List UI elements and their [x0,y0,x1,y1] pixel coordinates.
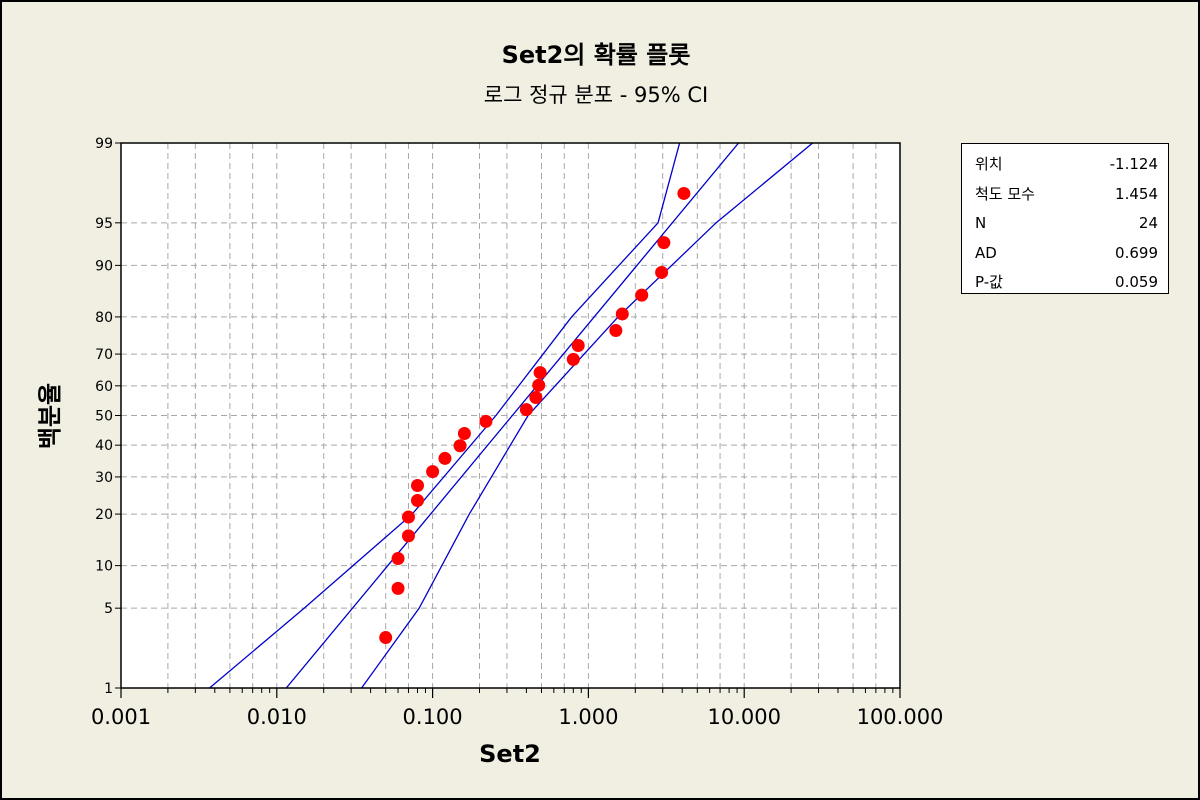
stat-row-location: 위치 -1.124 [975,150,1158,180]
data-point [566,352,580,366]
y-tick-label: 5 [104,601,113,617]
y-tick-label: 30 [95,470,113,486]
x-tick-label: 0.010 [247,705,307,729]
data-point [533,366,547,380]
stat-value: 24 [1138,214,1158,232]
statistics-box: 위치 -1.124 척도 모수 1.454 N 24 AD 0.699 P-값 … [961,143,1169,294]
y-tick-label: 99 [95,136,113,152]
data-point [391,552,405,566]
stat-value: -1.124 [1109,155,1158,173]
data-points [379,186,691,645]
data-point [401,510,415,524]
chart-subtitle: 로그 정규 분포 - 95% CI [484,83,708,107]
y-tick-label: 90 [95,258,113,274]
stat-label: AD [975,243,997,262]
stat-value: 1.454 [1115,184,1158,203]
y-axis-label: 백분율 [36,383,64,449]
data-point [677,186,691,200]
data-point [379,631,393,645]
stat-label: 위치 [975,155,1003,173]
stat-label: 척도 모수 [975,184,1035,203]
data-point [411,479,425,493]
data-point [457,426,471,440]
x-tick-label: 100.000 [857,705,944,729]
data-point [426,465,440,479]
ci-lower-line [209,143,681,688]
data-point [635,288,649,302]
x-tick-label: 1.000 [558,705,618,729]
plot-area [121,143,900,688]
x-tick-label: 0.100 [403,705,463,729]
data-point [401,529,415,543]
y-tick-label: 40 [95,438,113,454]
data-point [571,338,585,352]
stat-row-ad: AD 0.699 [975,239,1158,269]
grid [121,143,900,688]
data-point [438,451,452,465]
stat-row-n: N 24 [975,209,1158,239]
data-point [479,414,493,428]
x-tick-label: 10.000 [707,705,780,729]
data-point [411,494,425,508]
data-point [529,391,543,405]
y-tick-label: 70 [95,347,113,363]
data-point [655,265,669,279]
chart-title: Set2의 확률 플롯 [502,41,691,69]
stat-label: N [975,214,987,232]
data-point [657,236,671,250]
y-tick-label: 20 [95,507,113,523]
y-tick-label: 1 [104,681,113,697]
data-point [453,439,467,453]
stat-value: 0.699 [1115,243,1158,262]
x-tick-label: 0.001 [91,705,151,729]
y-tick-label: 50 [95,409,113,425]
stat-value: 0.059 [1115,273,1158,291]
y-tick-label: 95 [95,216,113,232]
stat-row-scale: 척도 모수 1.454 [975,180,1158,210]
y-tick-label: 60 [95,379,113,395]
data-point [532,378,546,392]
data-point [609,323,623,337]
fit-line-line [285,143,740,688]
y-tick-label: 80 [95,310,113,326]
stat-label: P-값 [975,273,1003,291]
stat-row-p-value: P-값 0.059 [975,268,1158,298]
data-point [391,581,405,595]
y-tick-label: 10 [95,559,113,575]
data-point [519,403,533,417]
x-axis-label: Set2 [479,740,541,768]
axis-ticks: 1 5 10 20 30 40 50 60 70 80 90 95 99 0.001 0.010 0.100 1… [91,136,943,729]
data-point [615,307,629,321]
